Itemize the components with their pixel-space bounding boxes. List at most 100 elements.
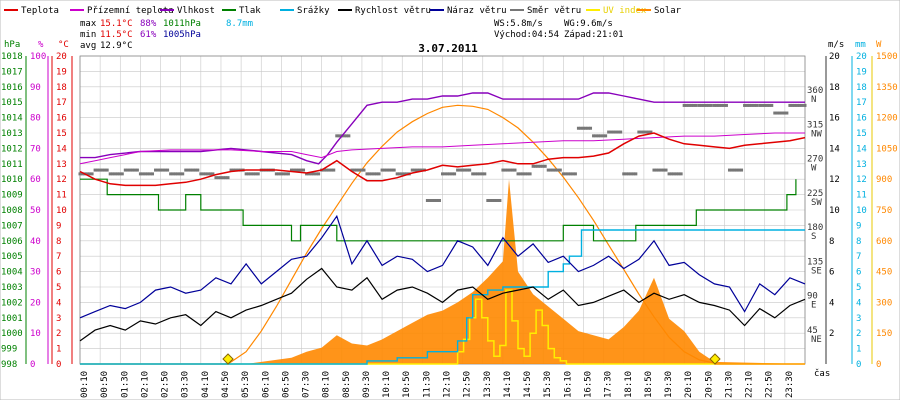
tick-x: 12:10 xyxy=(443,371,453,398)
dir-dot xyxy=(508,168,512,172)
dir-dot xyxy=(113,172,117,176)
dir-dot xyxy=(456,168,460,172)
dir-dot xyxy=(437,198,441,202)
dir-dot xyxy=(465,168,469,172)
tick-dir: 225 xyxy=(807,189,823,199)
tick-degc: 20 xyxy=(56,52,67,62)
dir-dot xyxy=(642,130,646,134)
dir-dot xyxy=(513,168,517,172)
tick-hpa: 1009 xyxy=(1,191,23,201)
dir-dot xyxy=(586,126,590,130)
dir-dot xyxy=(372,172,376,176)
dir-dot xyxy=(611,130,615,134)
dir-dot xyxy=(148,172,152,176)
axis-hpa-unit: hPa xyxy=(4,40,20,50)
dir-dot xyxy=(377,172,381,176)
dir-dot xyxy=(476,172,480,176)
tick-x: 11:30 xyxy=(422,371,432,398)
dir-dot xyxy=(503,168,507,172)
axis-ms-unit: m/s xyxy=(828,40,844,50)
legend-label-rain: Srážky xyxy=(297,6,330,16)
tick-dir: 270 xyxy=(807,155,823,165)
dir-dot xyxy=(425,198,429,202)
dir-dot xyxy=(795,103,799,107)
dir-dot xyxy=(342,134,346,138)
dir-dot xyxy=(400,172,404,176)
tick-degc: 17 xyxy=(56,98,67,108)
dir-dot xyxy=(722,103,726,107)
dir-dot xyxy=(151,172,154,176)
dir-dot xyxy=(589,126,593,130)
dir-dot xyxy=(385,168,389,172)
tick-x: 16:10 xyxy=(563,371,573,398)
tick-x: 00:10 xyxy=(80,371,90,398)
dir-dot xyxy=(302,168,306,172)
axis-pct-unit: % xyxy=(38,40,44,50)
tick-x: 18:50 xyxy=(644,371,654,398)
dir-dot xyxy=(433,198,437,202)
legend-label-humid: Vlhkost xyxy=(177,6,215,16)
tick-dir-compass: SE xyxy=(811,266,822,276)
dir-dot xyxy=(629,172,633,176)
series-humidity xyxy=(80,92,805,165)
tick-w: 600 xyxy=(876,237,892,247)
dir-dot xyxy=(234,168,238,172)
tick-mm: 17 xyxy=(856,98,867,108)
dir-dot xyxy=(659,168,663,172)
tick-x: 03:30 xyxy=(181,371,191,398)
tick-mm: 19 xyxy=(856,67,867,77)
dir-dot xyxy=(453,172,457,176)
dir-dot xyxy=(201,172,205,176)
tick-degc: 11 xyxy=(56,191,67,201)
dir-dot xyxy=(604,134,608,138)
dir-dot xyxy=(224,176,228,180)
dir-dot xyxy=(166,168,170,172)
tick-mm: 8 xyxy=(856,237,861,247)
dir-dot xyxy=(441,172,444,176)
dir-dot xyxy=(133,168,137,172)
dir-dot xyxy=(163,168,167,172)
dir-dot xyxy=(788,103,792,107)
dir-dot xyxy=(468,168,472,172)
stat-avg-label: avg xyxy=(80,41,96,51)
dir-dot xyxy=(674,172,678,176)
dir-dot xyxy=(614,130,618,134)
tick-hpa: 1014 xyxy=(1,114,23,124)
stat-ws: WS:5.8m/s xyxy=(494,19,543,29)
tick-w: 750 xyxy=(876,206,892,216)
dir-dot xyxy=(322,168,326,172)
dir-dot xyxy=(135,168,139,172)
dir-dot xyxy=(647,130,651,134)
tick-degc: 5 xyxy=(56,283,61,293)
tick-pct: 50 xyxy=(30,206,41,216)
tick-x: 04:10 xyxy=(201,371,211,398)
dir-dot xyxy=(380,168,384,172)
tick-pct: 90 xyxy=(30,83,41,93)
tick-x: 20:50 xyxy=(704,371,714,398)
dir-dot xyxy=(483,172,487,176)
dir-dot xyxy=(317,172,321,176)
tick-degc: 2 xyxy=(56,329,61,339)
tick-degc: 7 xyxy=(56,252,61,262)
dir-dot xyxy=(694,103,698,107)
dir-dot xyxy=(370,172,374,176)
tick-pct: 60 xyxy=(30,175,41,185)
dir-dot xyxy=(511,168,515,172)
dir-dot xyxy=(677,172,681,176)
dir-dot xyxy=(314,172,318,176)
tick-w: 450 xyxy=(876,268,892,278)
tick-ms: 8 xyxy=(829,237,834,247)
dir-dot xyxy=(506,168,510,172)
tick-ms: 14 xyxy=(829,144,840,154)
dir-dot xyxy=(687,103,691,107)
dir-dot xyxy=(231,168,235,172)
dir-dot xyxy=(305,172,309,176)
tick-hpa: 1005 xyxy=(1,252,23,262)
dir-dot xyxy=(685,103,689,107)
x-axis-label: čas xyxy=(814,368,830,379)
tick-mm: 6 xyxy=(856,268,861,278)
dir-dot xyxy=(131,168,135,172)
dir-dot xyxy=(493,198,497,202)
